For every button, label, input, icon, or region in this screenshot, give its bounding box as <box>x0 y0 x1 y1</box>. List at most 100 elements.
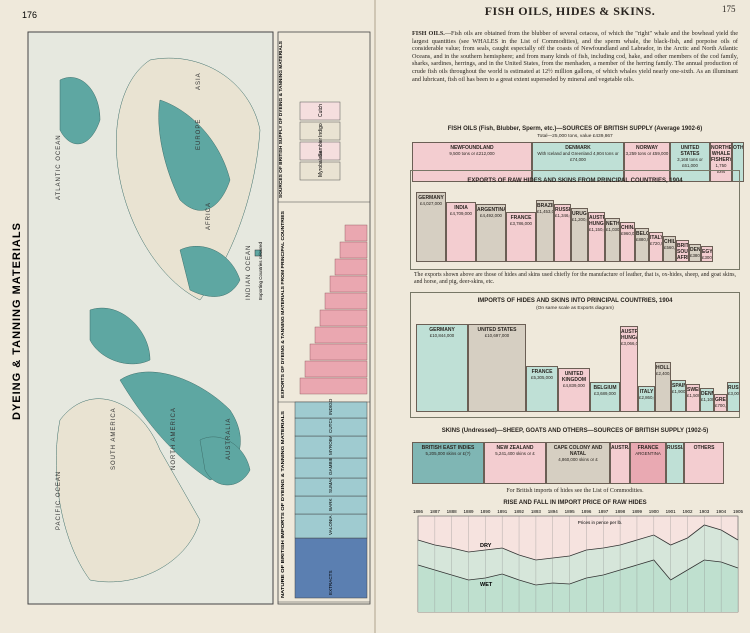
year-label: 1897 <box>598 509 609 514</box>
block-value: £3,786,000 <box>510 221 532 226</box>
block: FRANCE £5,305,000 <box>526 366 558 412</box>
frame <box>410 170 740 270</box>
block-name: AUSTRIA-HUNGARY <box>589 215 604 227</box>
map-label: AFRICA <box>206 202 212 230</box>
frame <box>410 292 740 418</box>
supply-cell <box>299 161 341 181</box>
block: HOLLAND£2,400,000 <box>655 362 671 412</box>
export-step <box>334 258 368 276</box>
block-name: OTHER <box>733 145 744 151</box>
section-note: The exports shown above are those of hid… <box>414 272 736 285</box>
block-value: £1,500,000 <box>687 393 699 398</box>
block-name: CHILE <box>664 239 676 245</box>
block-name: UNITED STATES <box>680 145 700 157</box>
year-label: 1898 <box>615 509 626 514</box>
section-title: SKINS (Undressed)—SHEEP, GOATS AND OTHER… <box>441 428 709 434</box>
year-label: 1900 <box>649 509 660 514</box>
export-step <box>329 275 368 293</box>
block: NEWFOUNDLAND 9,500 tons or £212,000 <box>412 142 532 182</box>
page-title: FISH OILS, HIDES & SKINS. <box>484 4 656 18</box>
block: ITALY£2,860,000 <box>638 386 655 412</box>
block-name: AUSTRALIA <box>611 445 629 451</box>
block-value: £5,305,000 <box>531 375 553 380</box>
block: BELGIUM£880,000 <box>635 228 649 262</box>
block-name: GREECE <box>715 397 726 403</box>
nature-label: GAMBIER <box>328 453 333 475</box>
block-value: £960,000 <box>621 231 635 236</box>
legend-swatch <box>254 249 262 257</box>
block: DENMARK£1,100,000 <box>700 388 714 412</box>
block: OTHER <box>732 142 744 182</box>
block-name: GERMANY <box>429 327 455 333</box>
export-step <box>309 343 368 361</box>
block: ITALY£720,000 <box>649 232 663 262</box>
nature-cell <box>294 537 368 599</box>
nature-cell <box>294 513 368 539</box>
block-value: 1,750 tons <box>715 163 727 174</box>
section-total: Total—25,000 tons, value £439,867 <box>537 134 613 139</box>
map-land <box>56 57 261 583</box>
map-label: NORTH AMERICA <box>171 407 177 470</box>
block-name: FRANCE <box>531 369 553 375</box>
block: SPAIN£1,900,000 <box>671 380 686 412</box>
block: RUSSIA <box>666 442 684 484</box>
block: BELGIUM £3,689,000 <box>590 382 620 412</box>
nature-cell <box>294 401 368 419</box>
block: AUSTRIA-HUNGARY£1,150,000 <box>588 212 605 262</box>
section-title: RISE AND FALL IN IMPORT PRICE OF RAW HID… <box>503 500 647 506</box>
section-title: EXPORTS OF RAW HIDES AND SKINS FROM PRIN… <box>467 178 683 184</box>
map-label: INDIAN OCEAN <box>246 245 252 300</box>
year-label: 1894 <box>548 509 559 514</box>
block: DENMARK£380,000 <box>689 244 701 262</box>
section-subtitle: (On same scale as Exports diagram) <box>536 306 614 311</box>
block-name: ARGENTINA <box>477 207 506 213</box>
year-label: 1893 <box>531 509 542 514</box>
supply-label: Indigo <box>318 123 324 137</box>
block: BRITISH SOUTH AFRICA£470,000 <box>676 240 689 262</box>
block-name: BELGIUM <box>593 385 617 391</box>
block-value: £880,000 <box>636 237 648 242</box>
block-value: £3,000,000 <box>728 391 739 396</box>
year-label: 1899 <box>632 509 643 514</box>
year-label: 1891 <box>497 509 508 514</box>
supply-cell <box>299 101 341 121</box>
block: NORWAY 3,259 tons or £59,000 <box>624 142 670 182</box>
block: CHINA£960,000 <box>620 222 635 262</box>
block: OTHERS <box>684 442 724 484</box>
block: DENMARK With Iceland and Greenland 4,904 … <box>532 142 624 182</box>
block: UNITED STATES 3,168 tons or £61,000 <box>670 142 710 182</box>
block-name: FRANCE <box>637 445 659 451</box>
block: EGYPT£300,000 <box>701 246 713 262</box>
block-name: DENMARK <box>701 391 713 397</box>
block-name: SWEDEN <box>687 387 699 393</box>
nature-label: INDIGO <box>328 398 333 415</box>
map-label: SOUTH AMERICA <box>111 407 117 470</box>
year-label: 1888 <box>447 509 458 514</box>
band <box>418 560 738 612</box>
map-label: AUSTRALIA <box>226 418 232 460</box>
year-label: 1889 <box>464 509 475 514</box>
block-name: RUSSIA <box>555 207 571 213</box>
block-value: £380,000 <box>690 253 700 258</box>
block: INDIA £4,709,000 <box>446 202 476 262</box>
block-value: £3,066,000 <box>621 341 638 346</box>
line-label: DRY <box>480 543 492 549</box>
block-value: £10,844,000 <box>429 333 455 338</box>
supply-label: Gambier <box>318 137 324 157</box>
block: URUGUAY£1,200,000 <box>571 208 588 262</box>
year-label: 1895 <box>565 509 576 514</box>
block-value: With Iceland and Greenland 4,904 tons or… <box>537 151 619 162</box>
block-value: £1,453,000 <box>537 209 554 214</box>
block: AUSTRIA-HUNGARY£3,066,000 <box>620 326 638 412</box>
block-name: NORWAY <box>636 145 658 151</box>
year-label: 1904 <box>716 509 727 514</box>
block: CHILE£560,000 <box>663 236 676 262</box>
block: RUSSIA£1,346,000 <box>554 204 571 262</box>
page-title: DYEING & TANNING MATERIALS <box>11 222 23 420</box>
block: NETHERLANDS£1,030,000 <box>605 218 620 262</box>
block-name: NEWFOUNDLAND <box>450 145 494 151</box>
intro-lead: FISH OILS. <box>412 30 445 37</box>
export-step <box>344 224 368 242</box>
panel-title: SOURCES OF BRITISH SUPPLY OF DYEING & TA… <box>278 41 283 198</box>
map-label: PACIFIC OCEAN <box>56 471 62 530</box>
